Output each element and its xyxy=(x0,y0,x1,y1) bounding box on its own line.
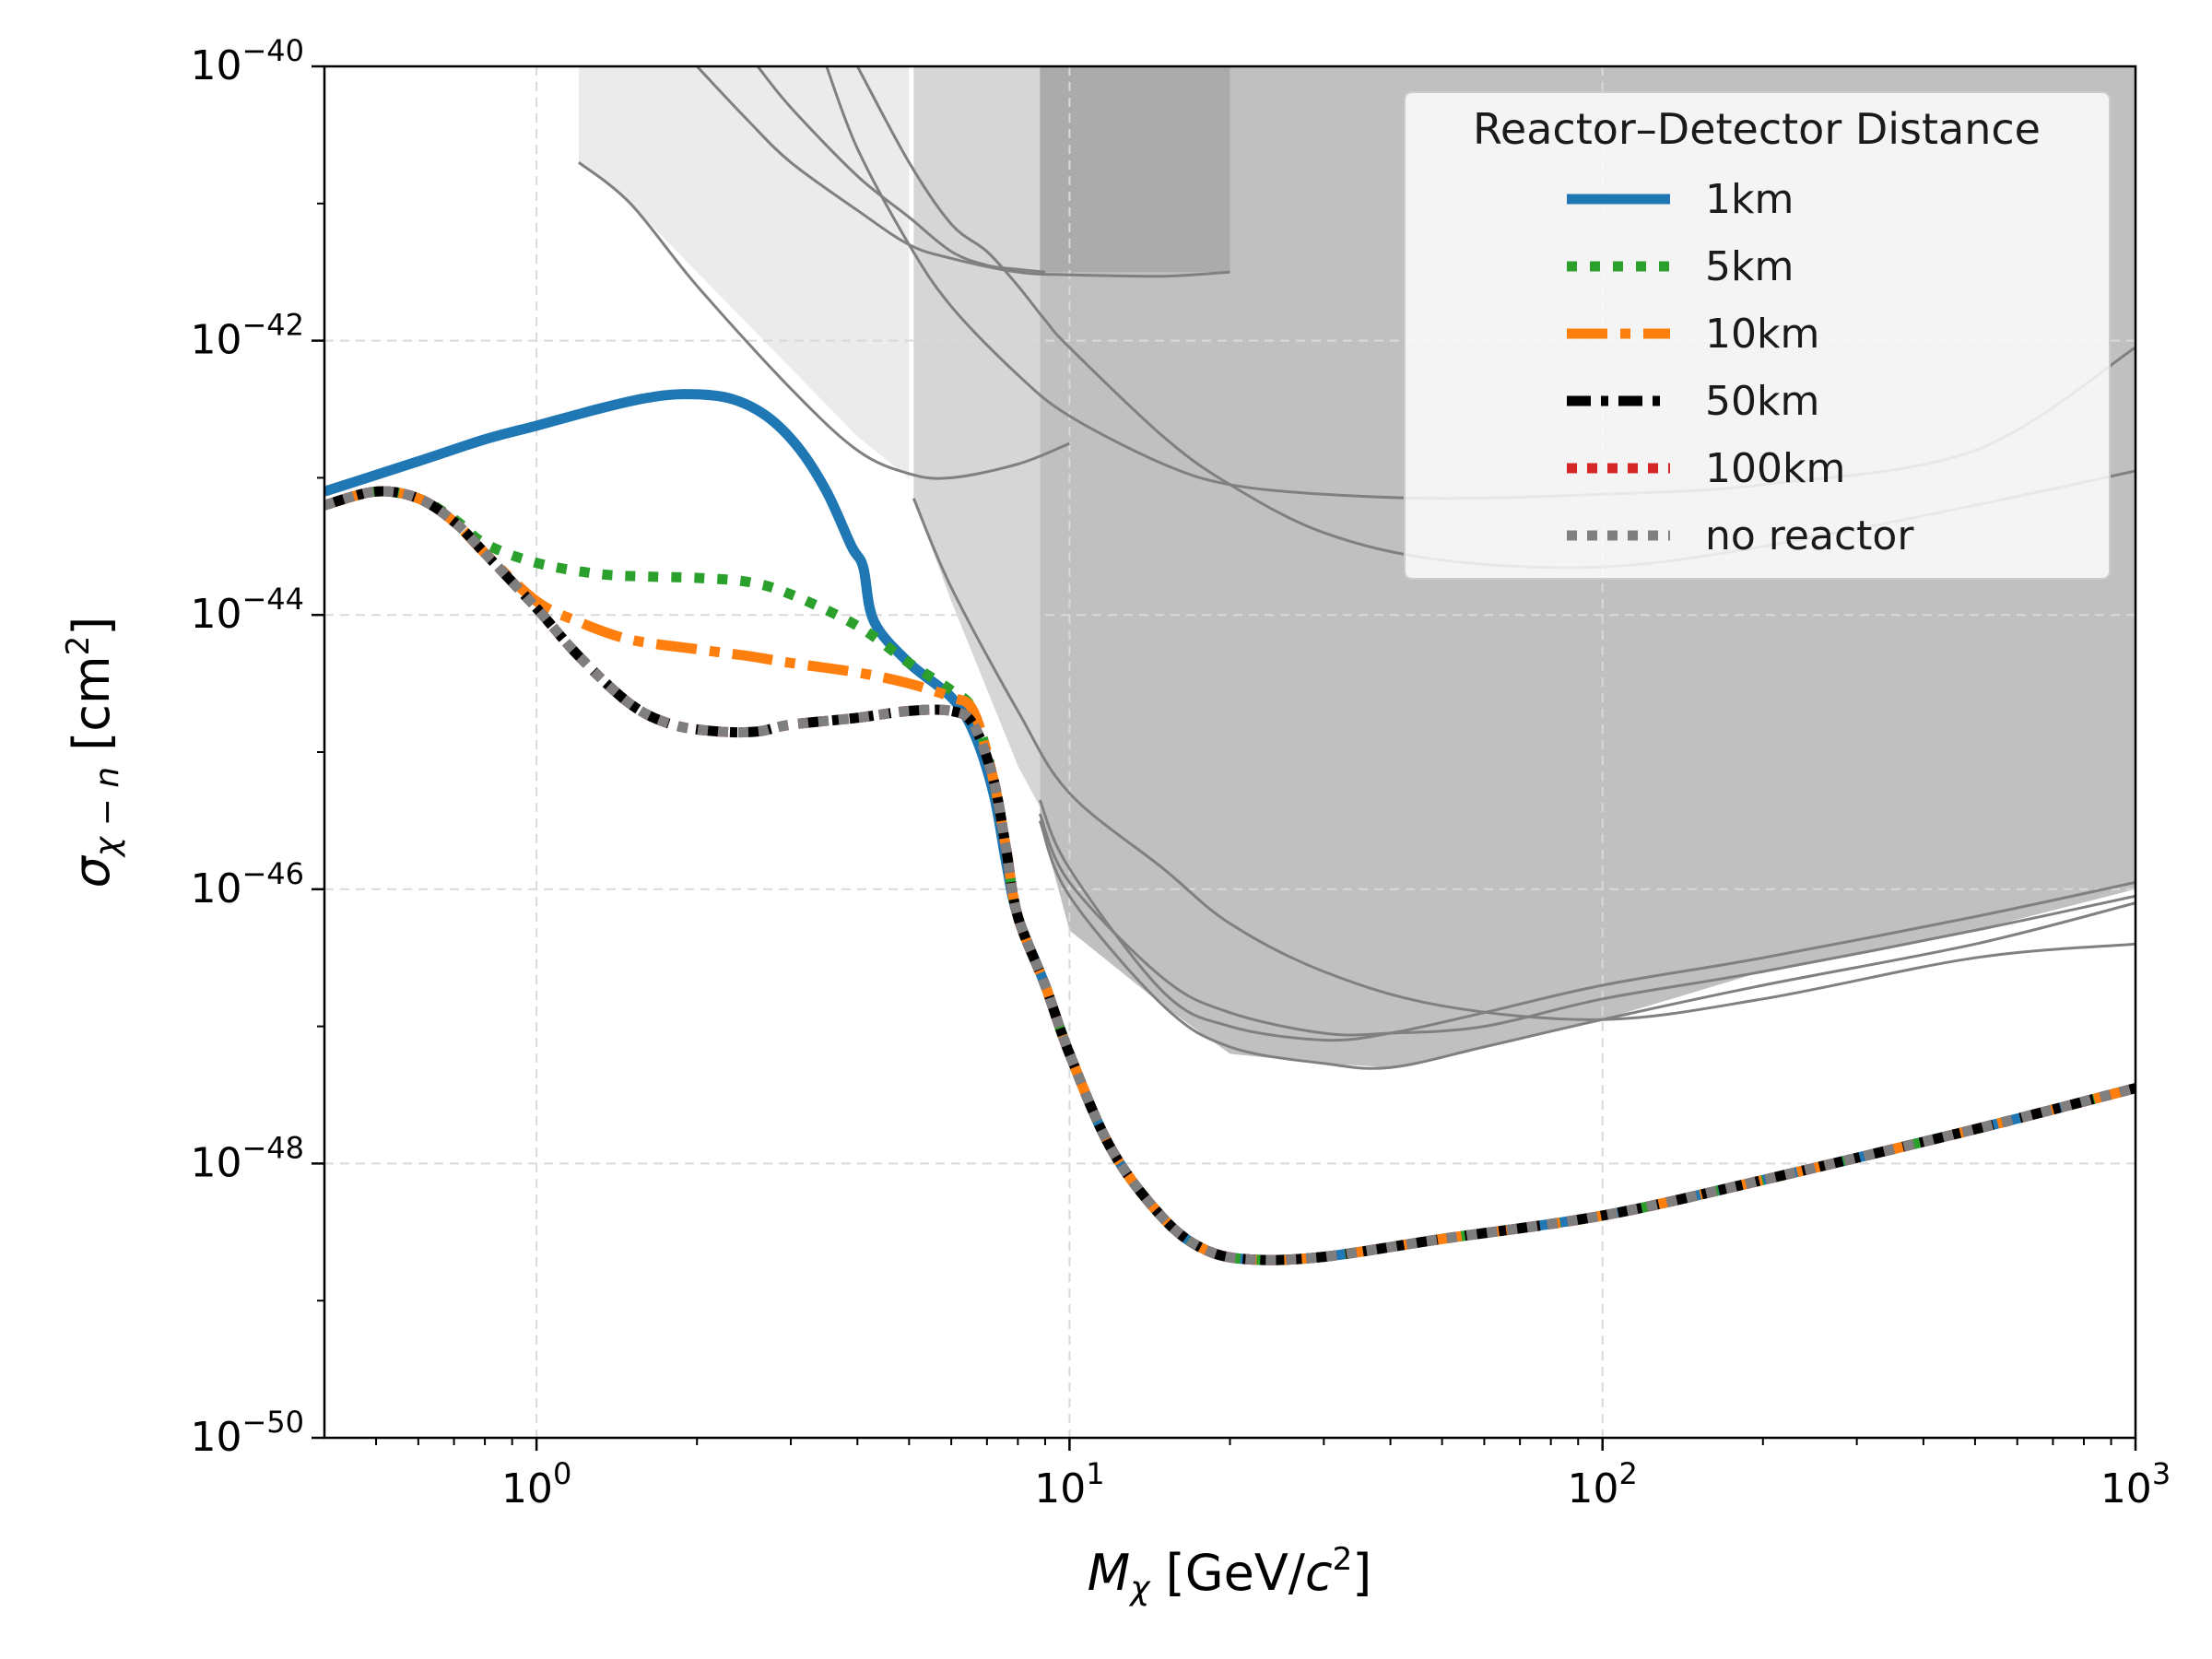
legend-label: 100km xyxy=(1705,445,1845,492)
exclusion-curve-6 xyxy=(912,498,2136,1021)
y-tick-label: 10−48 xyxy=(190,1130,304,1186)
legend-label: 50km xyxy=(1705,378,1819,425)
exclusion-curve-7 xyxy=(1038,799,2136,1042)
exclusion-region-b xyxy=(913,66,2136,807)
x-tick-label: 101 xyxy=(1034,1456,1104,1512)
axis-ticks: 100 101 102 103 10−50 10−48 10−46 10−44 10−42 10−… xyxy=(190,33,2171,1512)
exclusion-curves xyxy=(577,66,2136,1070)
y-tick-label: 10−46 xyxy=(190,856,304,912)
legend-entries: 1km 5km 10km 50km 100km no reactor xyxy=(1567,176,1914,559)
sensitivity-series xyxy=(324,389,2136,1265)
y-tick-label: 10−40 xyxy=(190,33,304,89)
series-no-reactor xyxy=(324,486,2136,1265)
exclusion-curve-8 xyxy=(1038,813,2136,1037)
legend-label: 10km xyxy=(1705,311,1819,358)
series-50km xyxy=(324,486,2136,1265)
y-axis-label: σχ − n [cm2] xyxy=(60,617,126,888)
legend-box xyxy=(1404,91,2111,580)
legend-title: Reactor–Detector Distance xyxy=(1473,104,2041,154)
legend-label: 5km xyxy=(1705,243,1794,290)
y-tick-label: 10−42 xyxy=(190,308,304,364)
x-tick-label: 100 xyxy=(501,1456,571,1512)
x-tick-label: 103 xyxy=(2100,1456,2171,1512)
exclusion-curve-1 xyxy=(577,161,1070,480)
exclusion-curve-3 xyxy=(756,66,1046,274)
legend-label: no reactor xyxy=(1705,512,1914,559)
legend: Reactor–Detector Distance 1km 5km 10km 50km… xyxy=(1404,91,2111,580)
y-tick-label: 10−44 xyxy=(190,582,304,638)
exclusion-curve-9 xyxy=(1038,819,2136,1070)
x-tick-label: 102 xyxy=(1568,1456,1638,1512)
x-axis-label: Mχ [GeV/c2] xyxy=(1088,1541,1372,1607)
y-tick-label: 10−50 xyxy=(190,1405,304,1461)
exclusion-curve-2 xyxy=(696,66,1230,278)
exclusion-region-d xyxy=(1040,66,1230,273)
legend-label: 1km xyxy=(1705,176,1794,223)
